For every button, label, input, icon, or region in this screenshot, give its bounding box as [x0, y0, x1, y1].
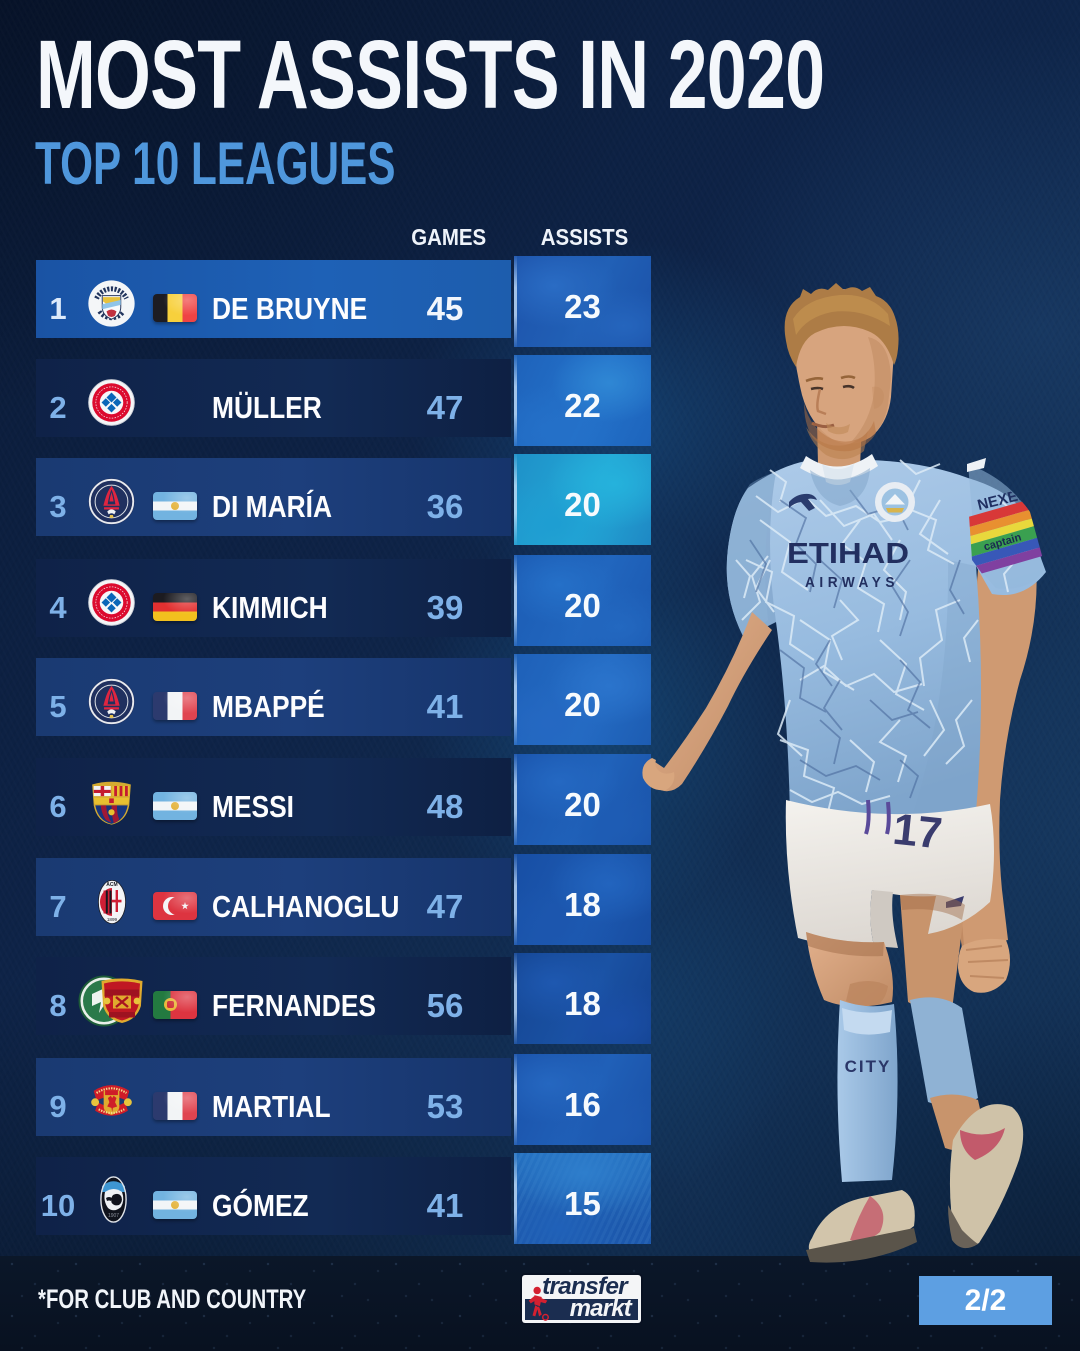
svg-text:AIRWAYS: AIRWAYS: [805, 574, 899, 591]
svg-text:1899: 1899: [107, 917, 118, 922]
svg-text:17: 17: [891, 805, 945, 859]
svg-text:ACM: ACM: [106, 882, 117, 888]
svg-text:ETIHAD: ETIHAD: [787, 538, 909, 570]
svg-text:1907: 1907: [108, 1213, 119, 1219]
svg-text:CITY: CITY: [845, 1057, 892, 1076]
